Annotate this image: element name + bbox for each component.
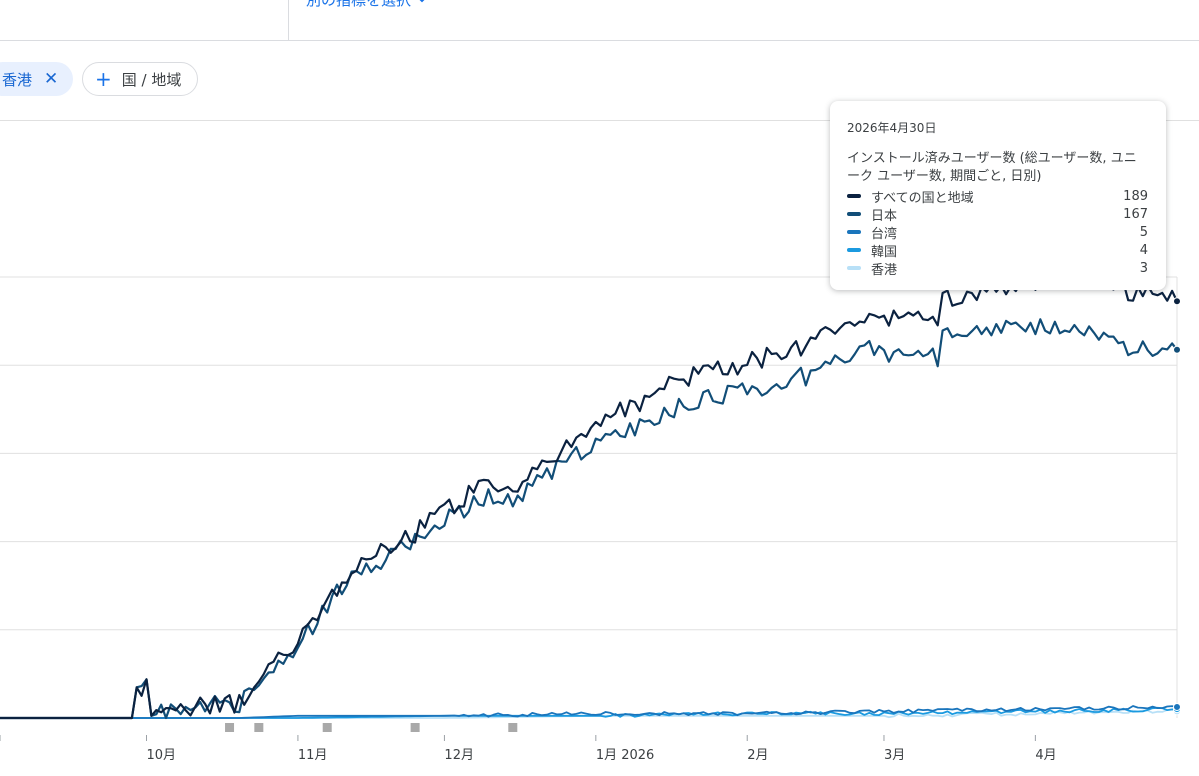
tooltip-metric: インストール済みユーザー数 (総ユーザー数, ユニーク ユーザー数, 期間ごと,… [847, 151, 1137, 184]
metric-selector-label: 別の指標を選択 [306, 0, 412, 9]
x-tick-label: 2月 [747, 748, 768, 763]
tooltip-rows: すべての国と地域 189 日本 167 台湾 5 韓国 4 香港 3 [847, 187, 1148, 278]
x-tick-label: 3月 [884, 748, 905, 763]
x-tick-label: 10月 [147, 748, 177, 763]
series-line [0, 705, 1178, 719]
tooltip-row: 日本 167 [847, 205, 1148, 224]
tooltip-row: 韓国 4 [847, 241, 1148, 260]
series-end-point [1173, 345, 1181, 354]
tooltip-series-value: 167 [1123, 206, 1148, 222]
legend-swatch [847, 248, 861, 252]
plus-icon: + [95, 67, 112, 91]
tooltip-row: 香港 3 [847, 259, 1148, 278]
section-divider [0, 120, 1199, 121]
add-chip-label: 国 / 地域 [121, 70, 182, 89]
series-line [0, 318, 1178, 720]
annotation-marker [508, 723, 518, 732]
x-tick-label: 11月 [298, 748, 328, 763]
tooltip-series-value: 3 [1139, 260, 1148, 276]
series-end-point [1173, 702, 1181, 711]
tooltip-series-name: すべての国と地域 [871, 190, 974, 206]
tooltip-date: 2026年4月30日 [847, 121, 937, 135]
close-icon[interactable]: ✕ [44, 69, 59, 89]
tooltip-series-name: 台湾 [871, 226, 898, 242]
x-tick-label: 12月 [444, 748, 474, 763]
filter-chip-hongkong[interactable]: 香港 ✕ [0, 62, 73, 96]
legend-swatch [847, 230, 861, 234]
tooltip-row: すべての国と地域 189 [847, 187, 1148, 206]
series-line [0, 271, 1178, 720]
tooltip-row: 台湾 5 [847, 223, 1148, 242]
legend-swatch [847, 266, 861, 270]
top-bar-divider [288, 0, 289, 40]
metric-selector[interactable]: 別の指標を選択 [306, 0, 427, 10]
chevron-down-icon [419, 0, 425, 3]
top-bar: 別の指標を選択 [0, 0, 1199, 41]
tooltip-series-value: 4 [1139, 242, 1148, 258]
tooltip-series-value: 189 [1123, 188, 1148, 204]
chart-tooltip: 2026年4月30日 インストール済みユーザー数 (総ユーザー数, ユニーク ユ… [830, 101, 1166, 290]
annotation-marker [322, 723, 332, 732]
tooltip-series-name: 韓国 [871, 244, 898, 260]
annotation-marker [254, 723, 264, 732]
legend-swatch [847, 212, 861, 216]
add-country-chip[interactable]: + 国 / 地域 [82, 62, 198, 96]
annotation-marker [225, 723, 235, 732]
tooltip-series-name: 香港 [871, 262, 898, 278]
series-end-point [1173, 297, 1181, 306]
tooltip-series-value: 5 [1139, 224, 1148, 240]
legend-swatch [847, 194, 861, 198]
annotation-marker [410, 723, 420, 732]
tooltip-series-name: 日本 [871, 208, 898, 224]
filter-chip-label: 香港 [2, 70, 33, 89]
x-tick-label: 4月 [1035, 748, 1056, 763]
x-tick-label: 1月 2026 [596, 748, 655, 763]
